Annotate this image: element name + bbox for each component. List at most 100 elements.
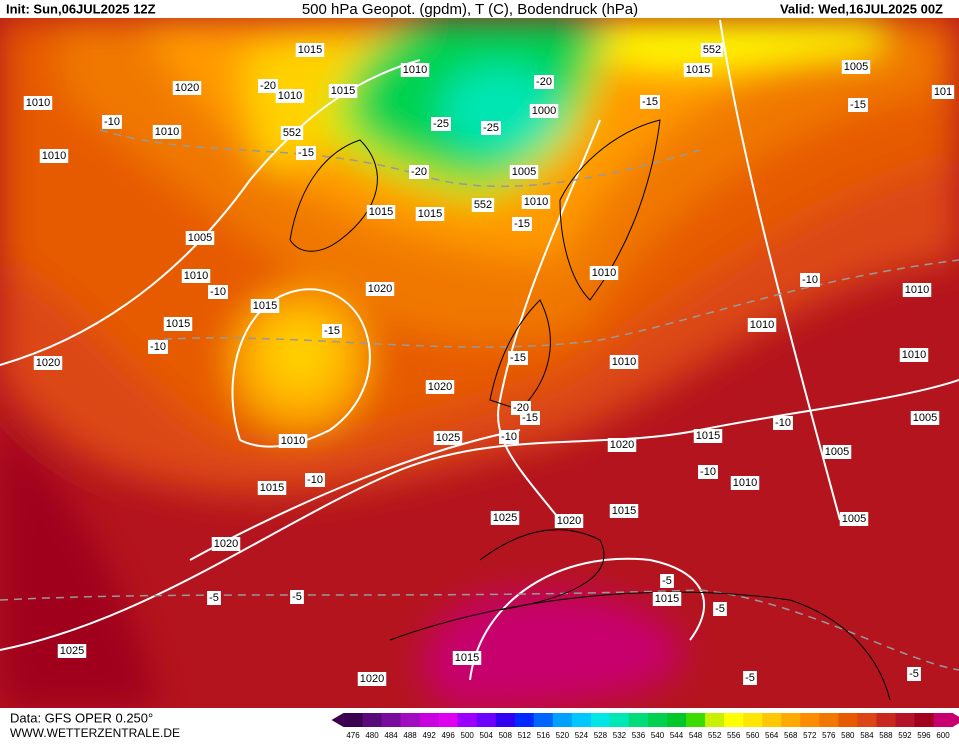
label-box bbox=[747, 318, 777, 332]
label-text: -5 bbox=[715, 603, 725, 615]
colorbar-label: 600 bbox=[936, 731, 950, 740]
label-text: 1000 bbox=[532, 105, 556, 117]
colorbar-arrow-left bbox=[331, 713, 344, 727]
label-text: 1025 bbox=[436, 432, 460, 444]
label-box bbox=[400, 63, 430, 77]
colorbar-cell bbox=[590, 713, 611, 727]
colorbar-cell bbox=[648, 713, 668, 727]
label-text: 552 bbox=[703, 44, 721, 56]
contour-label: 1025 bbox=[490, 511, 520, 525]
label-box bbox=[433, 431, 463, 445]
label-text: 1005 bbox=[825, 446, 849, 458]
label-box bbox=[365, 282, 395, 296]
label-box bbox=[152, 125, 182, 139]
label-box bbox=[554, 514, 584, 528]
init-time: Init: Sun,06JUL2025 12Z bbox=[6, 1, 156, 16]
label-box bbox=[305, 473, 325, 487]
contour-label: -10 bbox=[800, 273, 820, 287]
contour-label: -20 bbox=[534, 75, 554, 89]
contour-label: 101 bbox=[931, 85, 955, 99]
label-text: -15 bbox=[850, 99, 866, 111]
contour-label: 1015 bbox=[250, 299, 280, 313]
label-box bbox=[102, 115, 122, 129]
contour-label: -5 bbox=[207, 591, 221, 605]
colorbar-cell bbox=[533, 713, 554, 727]
colorbar-cell bbox=[419, 713, 440, 727]
label-text: 1010 bbox=[155, 126, 179, 138]
colorbar-cell bbox=[400, 713, 421, 727]
contour-label: 1010 bbox=[730, 476, 760, 490]
label-text: 1015 bbox=[686, 64, 710, 76]
contour-label: 1010 bbox=[23, 96, 53, 110]
valid-time: Valid: Wed,16JUL2025 00Z bbox=[780, 1, 943, 16]
label-box bbox=[33, 356, 63, 370]
label-text: 1015 bbox=[260, 482, 284, 494]
label-box bbox=[800, 273, 820, 287]
contour-label: 1015 bbox=[163, 317, 193, 331]
label-text: 1020 bbox=[610, 439, 634, 451]
colorbar-cell bbox=[343, 713, 364, 727]
contour-label: 552 bbox=[280, 126, 304, 140]
contour-label: -20 bbox=[258, 79, 278, 93]
label-box bbox=[683, 63, 713, 77]
contour-label: 1005 bbox=[185, 231, 215, 245]
label-text: 1020 bbox=[36, 357, 60, 369]
contour-label: -15 bbox=[848, 98, 868, 112]
label-text: 1015 bbox=[655, 593, 679, 605]
label-text: 1020 bbox=[557, 515, 581, 527]
colorbar-label: 496 bbox=[441, 731, 455, 740]
label-box bbox=[508, 351, 528, 365]
colorbar-label: 564 bbox=[765, 731, 779, 740]
label-text: 1015 bbox=[331, 85, 355, 97]
label-box bbox=[534, 75, 554, 89]
label-box bbox=[275, 89, 305, 103]
contour-label: -15 bbox=[520, 411, 540, 425]
contour-label: -15 bbox=[508, 351, 528, 365]
label-box bbox=[730, 476, 760, 490]
contour-label: 1010 bbox=[400, 63, 430, 77]
contour-label: -15 bbox=[322, 324, 342, 338]
label-text: 1015 bbox=[612, 505, 636, 517]
contour-label: 1015 bbox=[609, 504, 639, 518]
label-box bbox=[357, 672, 387, 686]
contour-label: -10 bbox=[148, 340, 168, 354]
colorbar-cell bbox=[438, 713, 459, 727]
label-box bbox=[509, 165, 539, 179]
label-text: -10 bbox=[307, 474, 323, 486]
label-text: -10 bbox=[700, 466, 716, 478]
label-text: 101 bbox=[934, 86, 952, 98]
colorbar-label: 532 bbox=[613, 731, 627, 740]
label-box bbox=[185, 231, 215, 245]
label-box bbox=[23, 96, 53, 110]
label-box bbox=[172, 81, 202, 95]
site: WWW.WETTERZENTRALE.DE bbox=[10, 726, 180, 740]
label-text: -10 bbox=[501, 431, 517, 443]
label-text: 1020 bbox=[368, 283, 392, 295]
contour-label: 1015 bbox=[652, 592, 682, 606]
label-box bbox=[322, 324, 342, 338]
colorbar-cell bbox=[743, 713, 763, 727]
colorbar-cell bbox=[781, 713, 801, 727]
contour-label: -20 bbox=[409, 165, 429, 179]
label-text: 1010 bbox=[403, 64, 427, 76]
contour-label: 1020 bbox=[365, 282, 395, 296]
colorbar-label: 572 bbox=[803, 731, 817, 740]
contour-label: 1010 bbox=[902, 283, 932, 297]
label-text: -20 bbox=[513, 402, 529, 414]
colorbar-label: 548 bbox=[689, 731, 703, 740]
label-text: -10 bbox=[775, 417, 791, 429]
label-box bbox=[848, 98, 868, 112]
contour-label: 1010 bbox=[275, 89, 305, 103]
label-text: -15 bbox=[642, 96, 658, 108]
label-text: 1015 bbox=[455, 652, 479, 664]
label-text: 1010 bbox=[905, 284, 929, 296]
label-text: -20 bbox=[411, 166, 427, 178]
colorbar-label: 516 bbox=[537, 731, 551, 740]
colorbar-label: 592 bbox=[898, 731, 912, 740]
label-box bbox=[529, 104, 559, 118]
contour-label: -10 bbox=[698, 465, 718, 479]
label-text: 1010 bbox=[592, 267, 616, 279]
label-box bbox=[743, 671, 757, 685]
label-text: 1015 bbox=[696, 430, 720, 442]
